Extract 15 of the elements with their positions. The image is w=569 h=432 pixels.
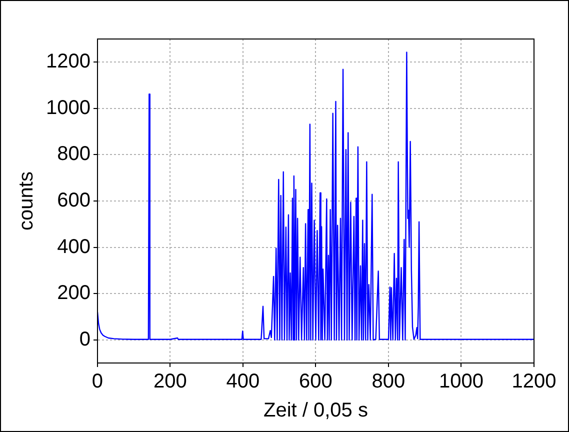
x-tick-label: 600 bbox=[299, 370, 332, 393]
y-tick-label: 800 bbox=[57, 143, 90, 166]
y-tick-label: 400 bbox=[57, 236, 90, 258]
x-tick-label: 400 bbox=[226, 370, 260, 393]
x-tick-label: 1200 bbox=[512, 370, 556, 393]
y-axis-title: counts bbox=[16, 172, 38, 230]
y-tick-label: 1000 bbox=[46, 96, 90, 119]
y-tick-label: 600 bbox=[57, 190, 90, 212]
x-tick-label: 800 bbox=[372, 370, 406, 393]
x-axis-title: Zeit / 0,05 s bbox=[263, 400, 368, 422]
y-tick-label: 0 bbox=[79, 328, 90, 350]
y-tick-label: 1200 bbox=[46, 50, 90, 73]
y-tick-label: 200 bbox=[57, 282, 90, 304]
x-tick-label: 1000 bbox=[439, 370, 484, 393]
x-tick-label: 200 bbox=[154, 370, 187, 393]
